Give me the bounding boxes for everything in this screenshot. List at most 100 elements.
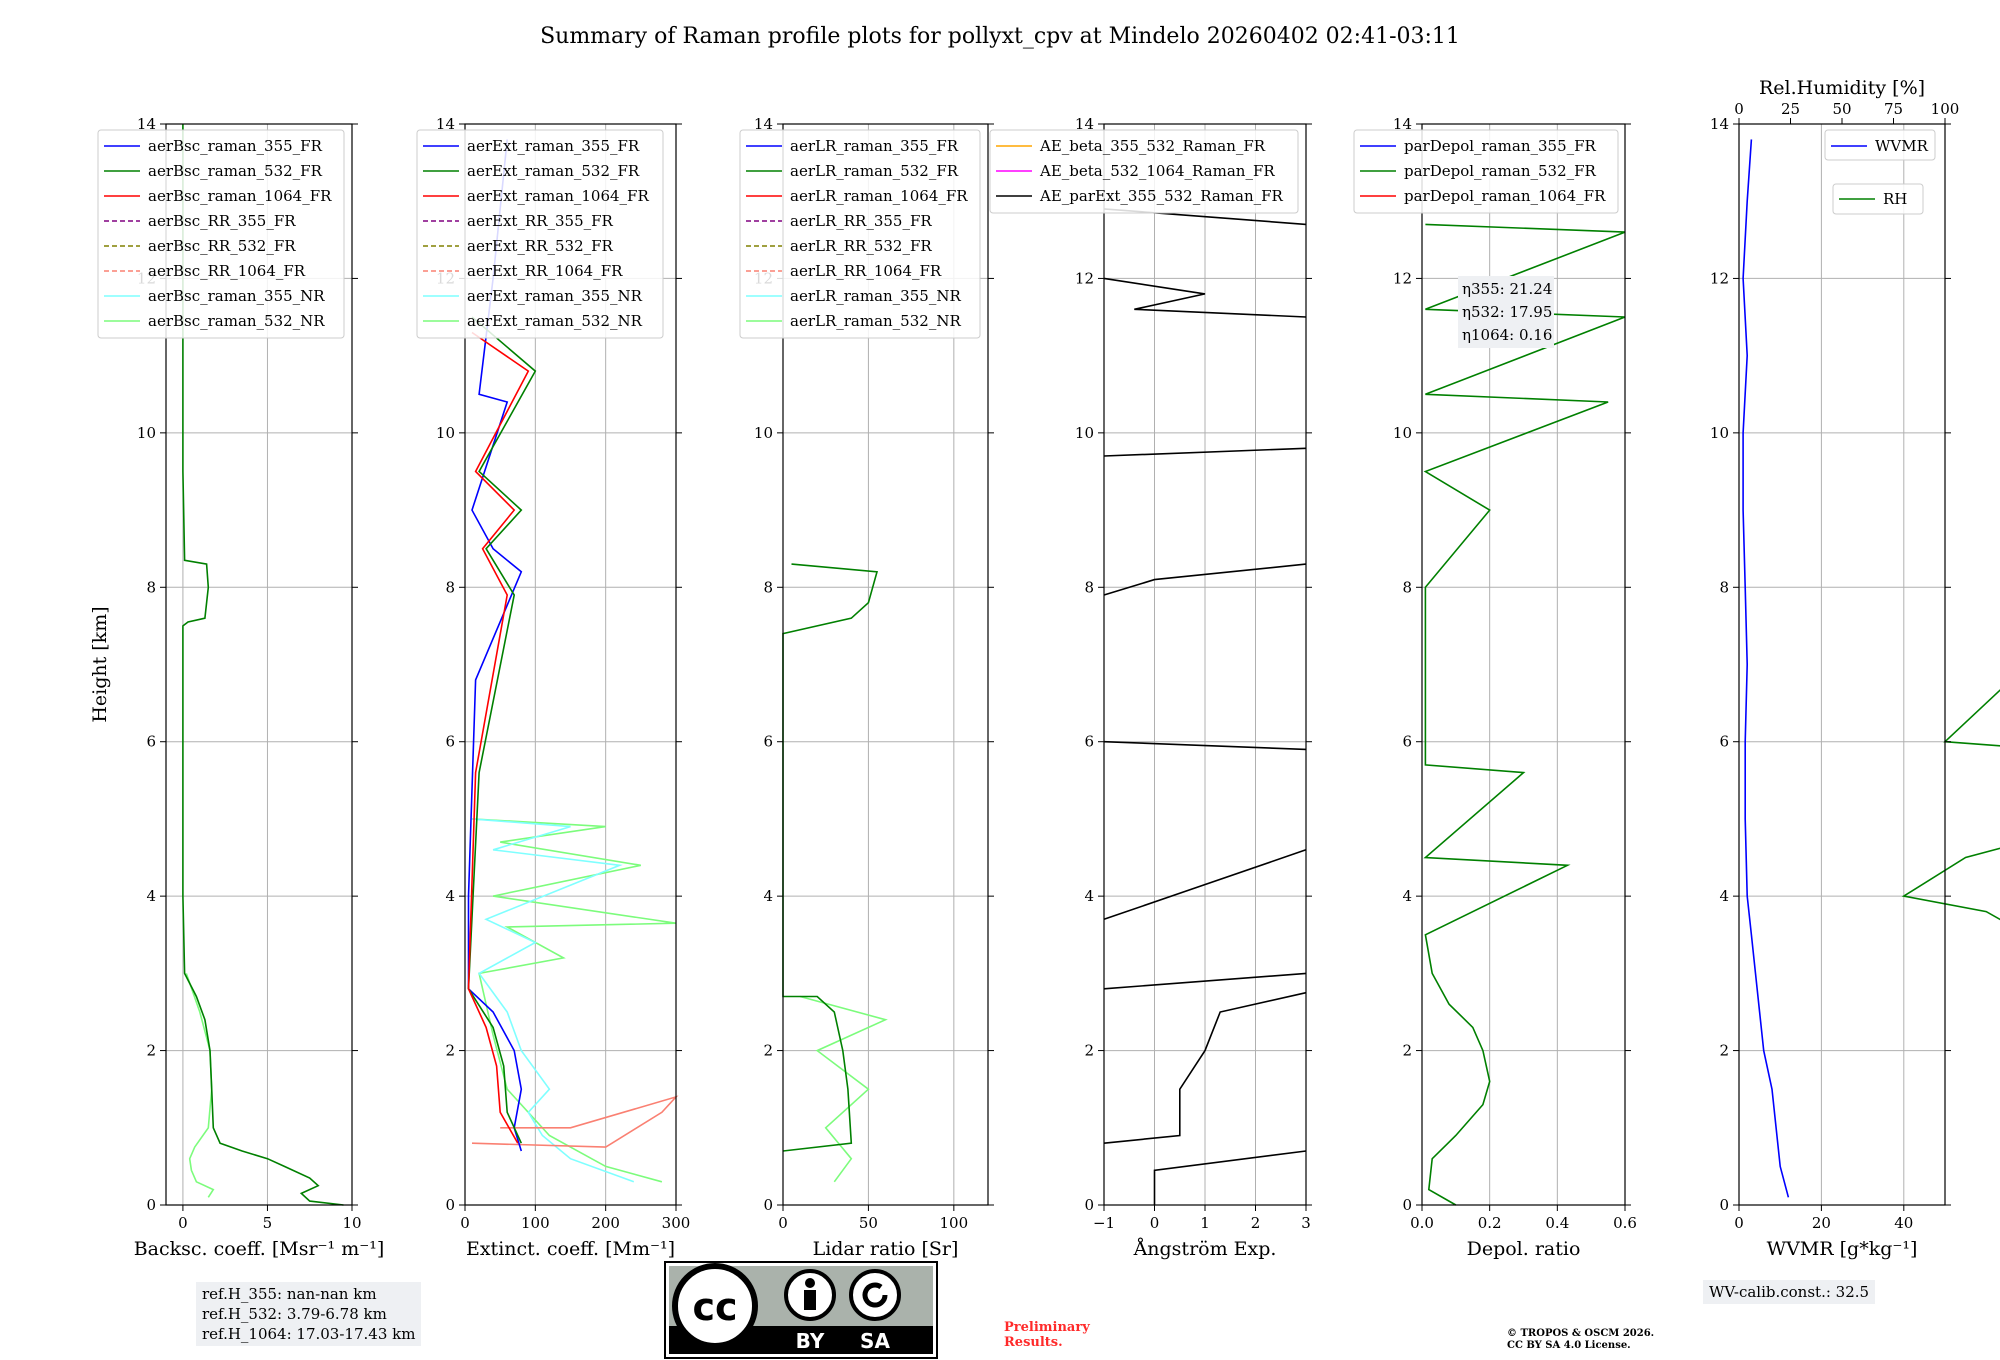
legend-entry: aerLR_RR_532_FR [790, 237, 932, 255]
legend-entry: aerExt_RR_1064_FR [467, 262, 623, 280]
legend-entry: parDepol_raman_532_FR [1404, 162, 1597, 180]
top-x-tick-label: 0 [1734, 100, 1744, 118]
legend: parDepol_raman_355_FR parDepol_raman_532_… [1353, 129, 1619, 214]
annotation-line: η1064: 0.16 [1462, 326, 1552, 344]
y-tick-label: 0 [1402, 1196, 1412, 1214]
axes-frame [782, 123, 989, 1206]
x-axis-label: WVMR [g*kg⁻¹] [1767, 1238, 1918, 1260]
copyright-line-2: CC BY SA 4.0 License. [1507, 1340, 1631, 1351]
figure-title: Summary of Raman profile plots for polly… [540, 24, 1460, 49]
top-x-tick-label: 100 [1931, 100, 1960, 118]
series-line-aerExt_raman_1064_FR [467, 331, 530, 1144]
legend-entry: AE_beta_355_532_Raman_FR [1039, 137, 1266, 155]
legend-entry: aerBsc_RR_1064_FR [148, 262, 306, 280]
y-tick-label: 2 [763, 1042, 773, 1060]
reference-heights-box: ref.H_355: nan-nan km ref.H_532: 3.79-6.… [196, 1282, 422, 1346]
legend-entry: aerBsc_raman_532_NR [148, 312, 325, 330]
series-line-aerLR_raman_532_FR [782, 563, 879, 1152]
legend-entry: aerExt_raman_532_FR [467, 162, 640, 180]
x-tick-label: 10 [342, 1214, 361, 1232]
y-tick-label: 12 [1393, 269, 1412, 287]
legend-entry: AE_beta_532_1064_Raman_FR [1039, 162, 1275, 180]
y-tick-label: 2 [1402, 1042, 1412, 1060]
legend-entry: RH [1883, 190, 1907, 208]
legend: aerBsc_raman_355_FR aerBsc_raman_532_FRae… [97, 129, 345, 339]
legend: aerExt_raman_355_FR aerExt_raman_532_FRae… [416, 129, 664, 339]
panel-extinction: 010020030002468101214Extinct. coeff. [Mm… [416, 115, 691, 1260]
legend-box [989, 129, 1299, 214]
wv-calibration-box: WV-calib.const.: 32.5 [1703, 1280, 1876, 1304]
series-line-AE_parExt_355_532_Raman_FR [1153, 1150, 1307, 1205]
y-tick-label: 14 [1393, 115, 1412, 133]
panel-lidar_ratio: 05010002468101214Lidar ratio [Sr]aerLR_r… [739, 115, 994, 1260]
legend-entry: aerLR_raman_355_FR [790, 137, 959, 155]
y-tick-label: 8 [1719, 578, 1729, 596]
legend-entry: aerLR_RR_355_FR [790, 212, 932, 230]
x-tick-label: 100 [521, 1214, 550, 1232]
y-tick-label: 10 [754, 424, 773, 442]
legend-entry: aerBsc_raman_355_FR [148, 137, 323, 155]
axes-frame [1421, 123, 1626, 1206]
x-tick-label: 20 [1812, 1214, 1831, 1232]
y-tick-label: 0 [1719, 1196, 1729, 1214]
legend-entry: parDepol_raman_355_FR [1404, 137, 1597, 155]
legend-entry: aerBsc_RR_532_FR [148, 237, 296, 255]
annotation-box [1458, 276, 1554, 348]
top-x-tick-label: 25 [1781, 100, 1800, 118]
y-tick-label: 6 [1719, 733, 1729, 751]
series-line-aerExt_raman_355_NR [471, 818, 635, 1183]
legend-entry: parDepol_raman_1064_FR [1404, 187, 1606, 205]
axes-frame [464, 123, 677, 1206]
x-tick-label: 0 [178, 1214, 188, 1232]
by-person-icon-head [805, 1278, 815, 1288]
y-tick-label: 14 [1710, 115, 1729, 133]
top-x-axis-label: Rel.Humidity [%] [1759, 77, 1925, 99]
legend-entry: aerBsc_RR_355_FR [148, 212, 296, 230]
legend-entry: aerBsc_raman_532_FR [148, 162, 323, 180]
series-line-AE_parExt_355_532_Raman_FR [1103, 563, 1307, 596]
cc-icon [672, 1263, 758, 1349]
series-line-AE_parExt_355_532_Raman_FR [1103, 740, 1307, 751]
y-tick-label: 10 [1710, 424, 1729, 442]
y-tick-label: 14 [137, 115, 156, 133]
y-tick-label: 14 [436, 115, 455, 133]
y-tick-label: 14 [754, 115, 773, 133]
x-tick-label: 1 [1200, 1214, 1210, 1232]
series-line-AE_parExt_355_532_Raman_FR [1103, 849, 1307, 921]
y-tick-label: 14 [1075, 115, 1094, 133]
x-tick-label: 0 [1734, 1214, 1744, 1232]
y-axis-label: Height [km] [89, 606, 111, 722]
y-tick-label: 6 [1402, 733, 1412, 751]
legend-box [1832, 183, 1924, 215]
ref-height-532: ref.H_532: 3.79-6.78 km [202, 1305, 387, 1323]
y-tick-label: 6 [445, 733, 455, 751]
ref-height-355: ref.H_355: nan-nan km [202, 1285, 377, 1303]
legend-box [97, 129, 345, 339]
x-axis-label: Extinct. coeff. [Mm⁻¹] [466, 1238, 675, 1260]
x-tick-label: 3 [1301, 1214, 1311, 1232]
legend-box [739, 129, 981, 339]
wv-calibration-text: WV-calib.const.: 32.5 [1709, 1283, 1870, 1301]
legend-box [416, 129, 664, 339]
y-tick-label: 8 [1402, 578, 1412, 596]
x-tick-label: 200 [591, 1214, 620, 1232]
y-tick-label: 12 [1710, 269, 1729, 287]
y-tick-label: 4 [445, 887, 455, 905]
series-line-parDepol_raman_532_FR [1423, 223, 1626, 1206]
series-line-AE_parExt_355_532_Raman_FR [1103, 991, 1307, 1144]
x-tick-label: 0 [1150, 1214, 1160, 1232]
sa-arrow-icon [862, 1282, 888, 1308]
series-line-aerLR_raman_532_NR [799, 995, 888, 1183]
x-tick-label: 300 [662, 1214, 691, 1232]
legend-entry: aerExt_raman_355_FR [467, 137, 640, 155]
panel-backscatter: 051002468101214Backsc. coeff. [Msr⁻¹ m⁻¹… [89, 115, 384, 1260]
x-tick-label: 2 [1251, 1214, 1261, 1232]
legend-entry: aerLR_RR_1064_FR [790, 262, 942, 280]
y-tick-label: 0 [146, 1196, 156, 1214]
preliminary-line-2: Results. [1004, 1335, 1063, 1350]
x-tick-label: 100 [940, 1214, 969, 1232]
legend-entry: aerLR_raman_532_NR [790, 312, 961, 330]
badge-sa-label: SA [860, 1329, 890, 1353]
y-tick-label: 0 [445, 1196, 455, 1214]
